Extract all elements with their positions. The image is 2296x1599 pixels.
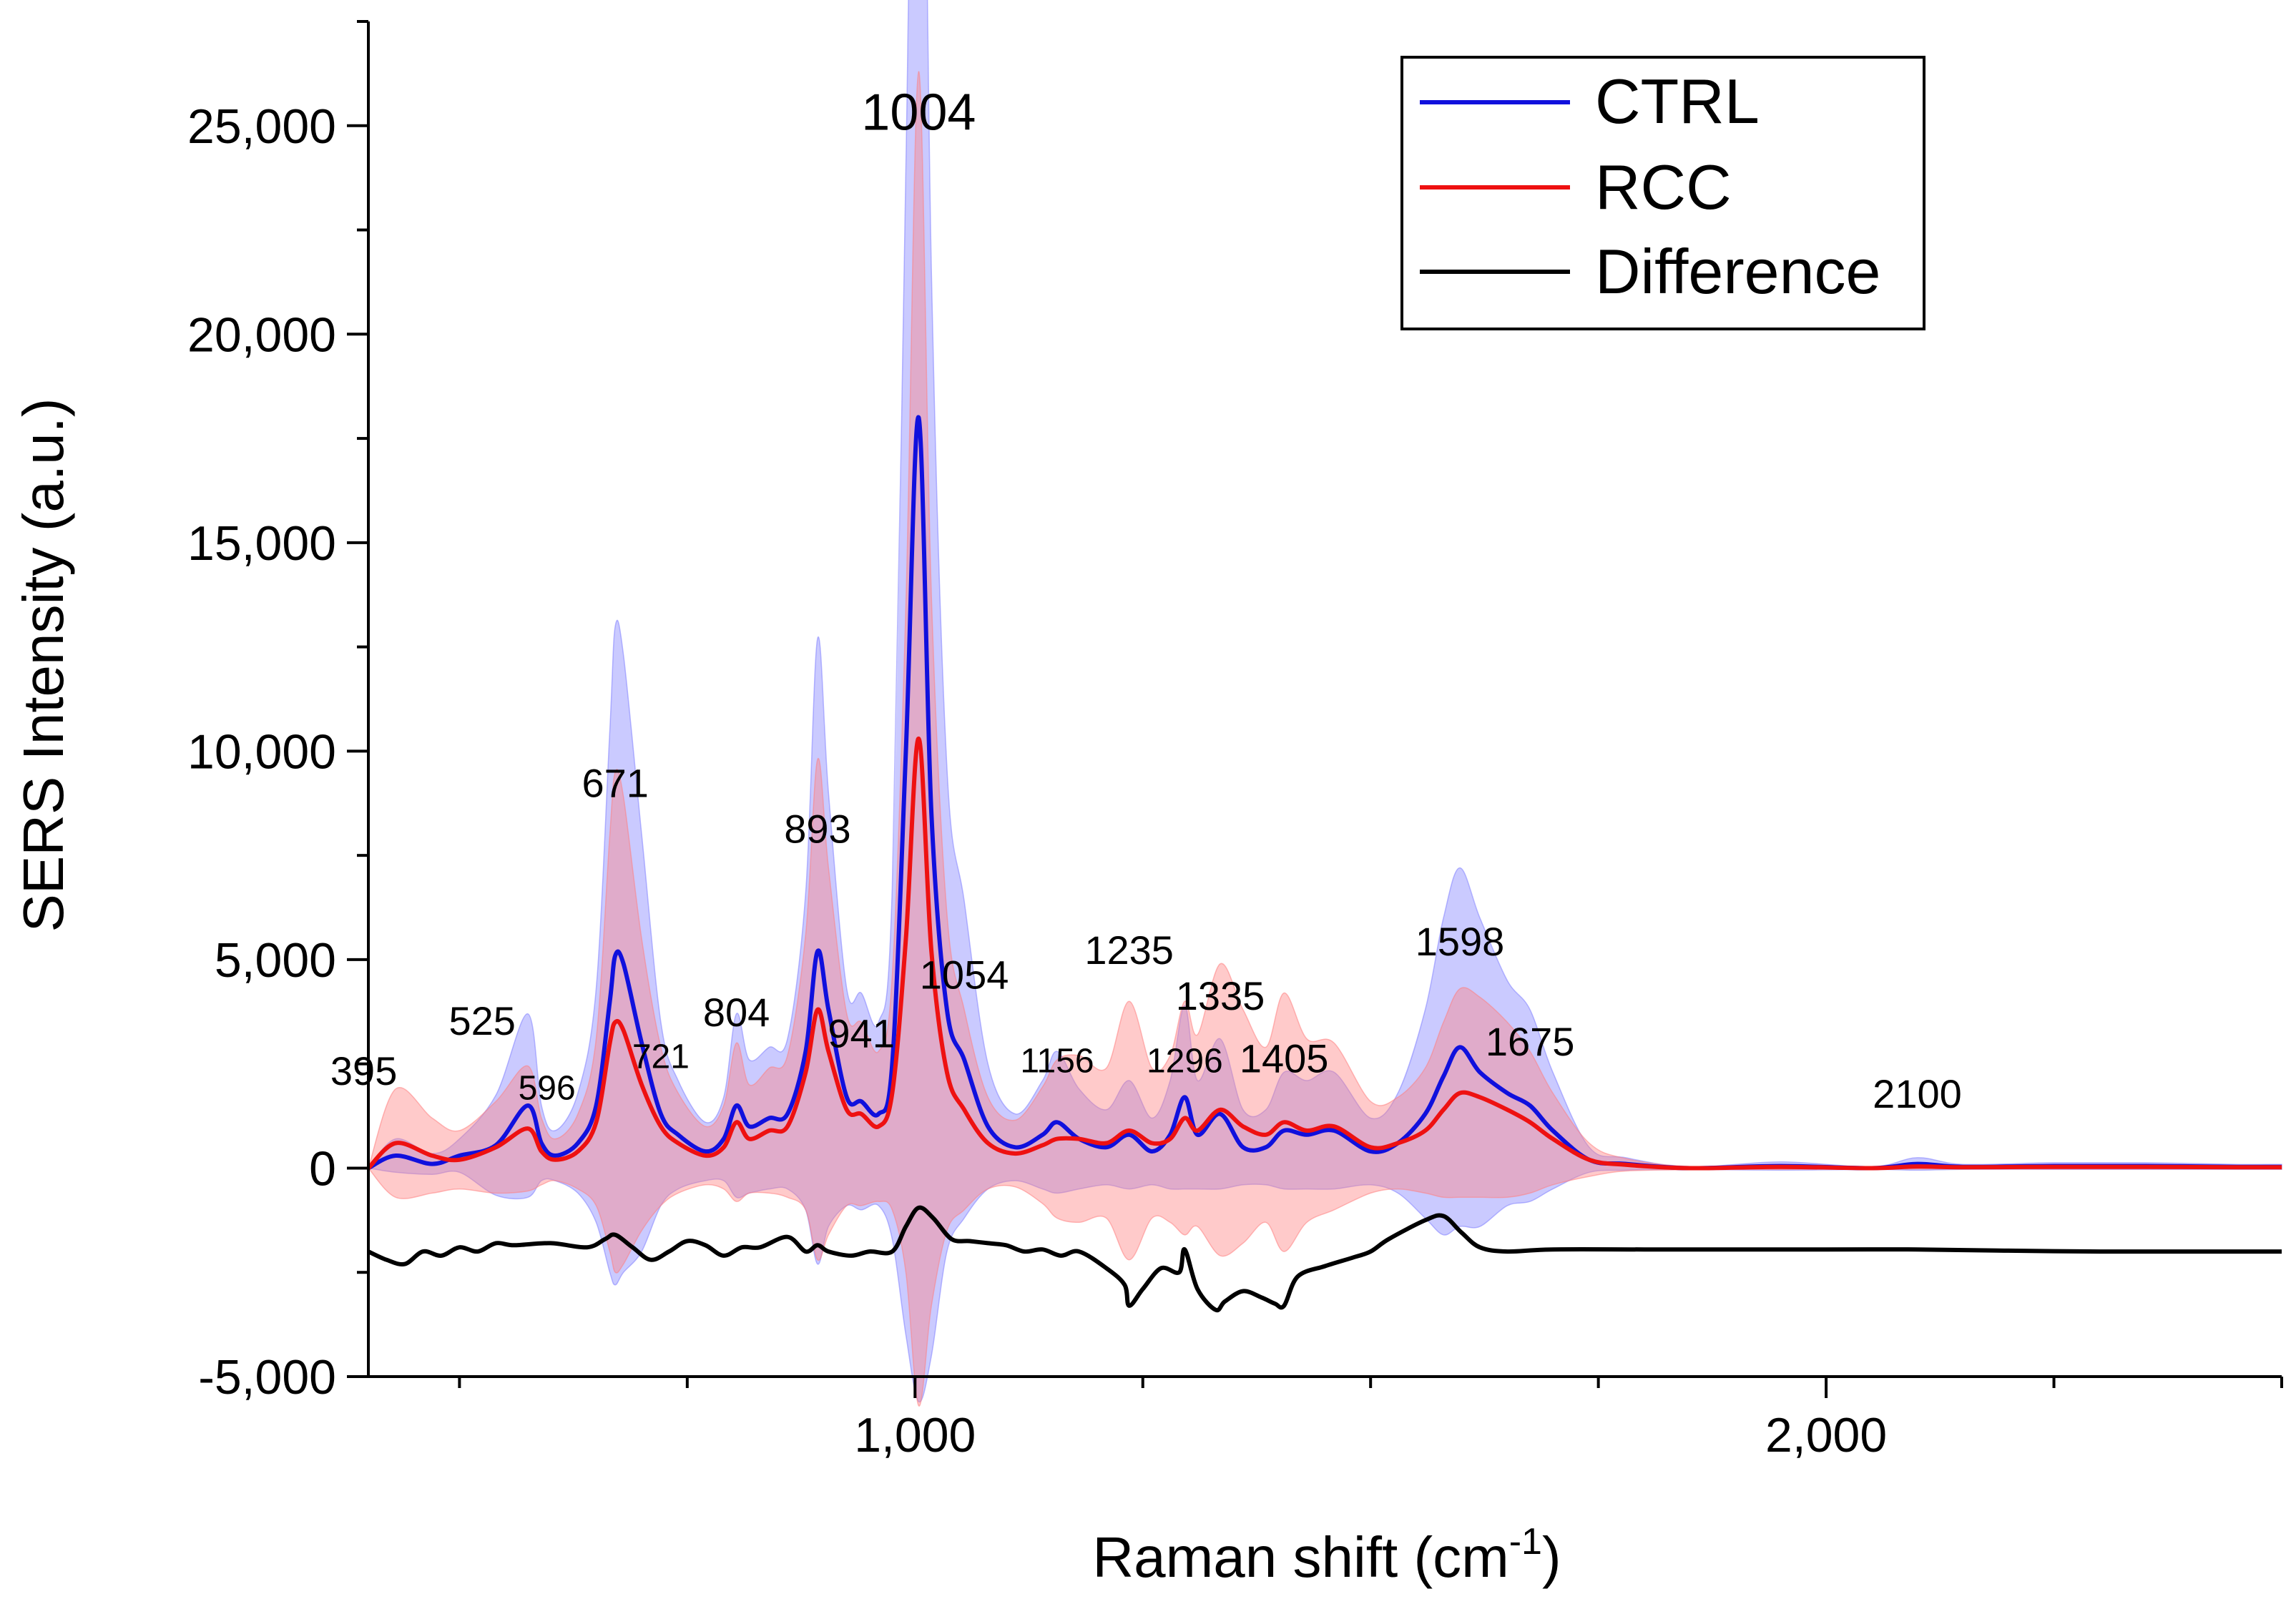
y-tick-label: 0	[309, 1141, 336, 1196]
x-axis-title: Raman shift (cm-1)	[1092, 1521, 1561, 1589]
legend-label-difference: Difference	[1595, 236, 1880, 307]
peak-label-671: 671	[582, 761, 648, 806]
peak-label-1405: 1405	[1240, 1035, 1329, 1081]
peak-label-1054: 1054	[920, 953, 1009, 998]
peak-label-596: 596	[519, 1069, 576, 1107]
peak-label-1156: 1156	[1020, 1042, 1094, 1080]
series-line-ctrl	[367, 415, 2282, 1171]
y-tick-label: 10,000	[187, 724, 336, 779]
legend-label-ctrl: CTRL	[1595, 66, 1760, 137]
peak-label-721: 721	[632, 1038, 690, 1076]
peak-label-525: 525	[449, 998, 516, 1043]
x-axis-title-main: Raman shift (cm	[1092, 1525, 1508, 1589]
error-band-rcc	[368, 71, 2282, 1407]
y-tick-label: 20,000	[187, 308, 336, 362]
x-axis-title-sup: -1	[1509, 1521, 1542, 1563]
series-line-rcc	[366, 736, 2282, 1171]
plot-lines	[366, 415, 2282, 1313]
y-tick-label: -5,000	[198, 1350, 336, 1404]
legend: CTRL RCC Difference	[1400, 56, 1925, 330]
peak-label-1335: 1335	[1176, 973, 1265, 1018]
series-line-difference	[367, 1205, 2282, 1313]
peak-label-1296: 1296	[1147, 1042, 1223, 1080]
y-axis-title: SERS Intensity (a.u.)	[11, 398, 75, 933]
peak-label-1675: 1675	[1486, 1019, 1575, 1064]
plot-bands	[367, 0, 2282, 1407]
peak-label-1598: 1598	[1416, 919, 1505, 964]
y-tick-label: 15,000	[187, 516, 336, 571]
peak-label-893: 893	[784, 807, 850, 852]
x-tick-label: 2,000	[1765, 1408, 1887, 1462]
y-tick-label: 25,000	[187, 99, 336, 154]
legend-label-rcc: RCC	[1595, 152, 1732, 222]
peak-label-2100: 2100	[1873, 1071, 1962, 1116]
x-axis-title-end: )	[1542, 1525, 1561, 1589]
peak-label-395: 395	[330, 1048, 397, 1093]
peak-label-1235: 1235	[1084, 928, 1174, 973]
peak-label-941: 941	[828, 1010, 894, 1056]
x-tick-label: 1,000	[854, 1408, 976, 1462]
y-tick-label: 5,000	[215, 933, 336, 988]
peak-label-804: 804	[703, 990, 770, 1035]
axes: -5,000 0 5,000 10,000 15,000 20,000 25,000 1,00…	[187, 20, 2283, 1462]
peak-label-1004: 1004	[861, 84, 976, 142]
